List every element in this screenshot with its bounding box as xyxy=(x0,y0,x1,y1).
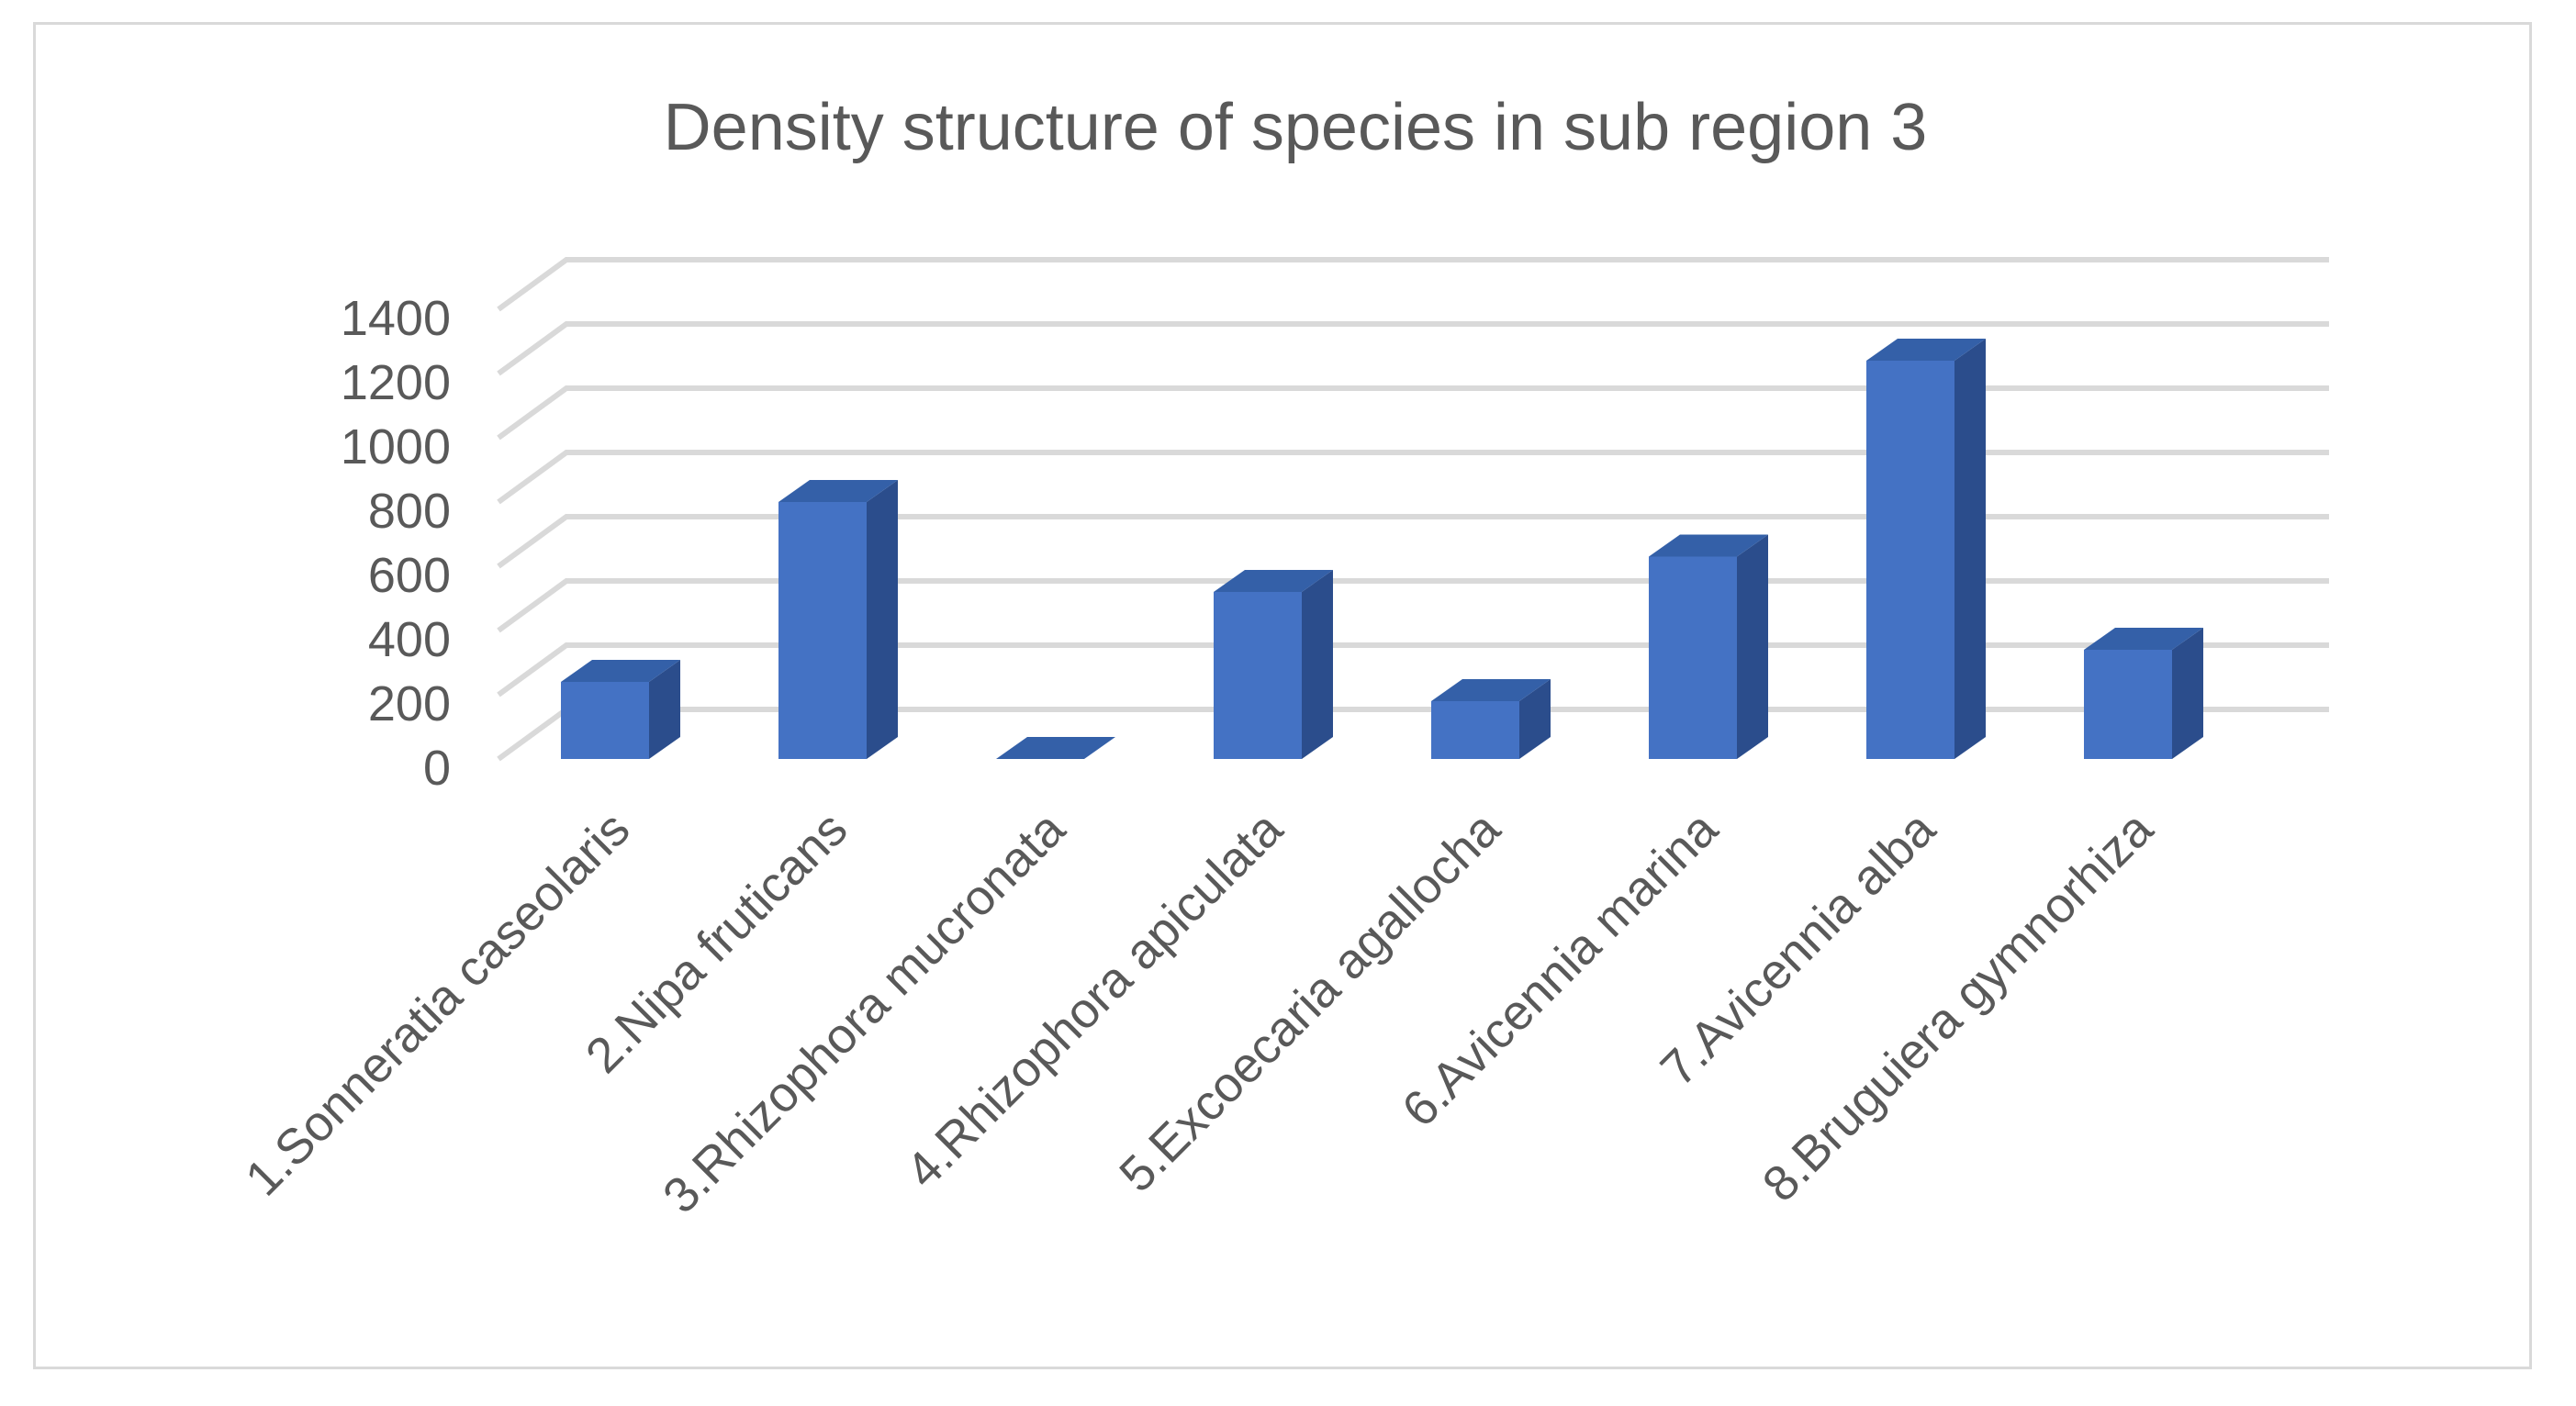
bar-front xyxy=(2084,650,2172,759)
bar-front xyxy=(1649,556,1737,759)
bar-top xyxy=(1431,679,1551,701)
bar-side xyxy=(1737,534,1768,759)
bar-top xyxy=(1214,570,1333,592)
gridline-1400 xyxy=(497,257,2329,312)
y-axis-ticks: 0 200 400 600 800 1000 1200 1400 xyxy=(341,291,451,796)
bar-side xyxy=(1302,570,1333,759)
y-tick-label: 1000 xyxy=(341,419,451,474)
chart-title: Density structure of species in sub regi… xyxy=(664,91,1928,164)
bar-5 xyxy=(1431,679,1551,759)
bar-top xyxy=(2084,628,2203,650)
gridline-0 xyxy=(497,707,2329,762)
bar-side xyxy=(867,480,898,759)
bar-side xyxy=(1519,679,1551,759)
y-tick-label: 1200 xyxy=(341,355,451,410)
gridline-1000 xyxy=(497,385,2329,441)
bar-top xyxy=(561,660,680,682)
bar-6 xyxy=(1649,534,1768,759)
x-tick-label: 5.Excoecaria agallocha xyxy=(1109,800,1511,1202)
bar-side xyxy=(1954,339,1986,759)
y-tick-label: 200 xyxy=(368,676,451,731)
gridline-600 xyxy=(497,514,2329,569)
x-tick-label: 4.Rhizophora apiculata xyxy=(895,800,1294,1199)
bar-front xyxy=(1431,701,1519,759)
bar-top xyxy=(778,480,898,502)
chart-svg: Density structure of species in sub regi… xyxy=(235,91,2329,1224)
bar-front xyxy=(1866,361,1954,759)
gridlines xyxy=(497,257,2329,762)
gridline-400 xyxy=(497,578,2329,633)
bar-3 xyxy=(996,737,1115,759)
bar-top xyxy=(996,737,1115,759)
y-tick-label: 1400 xyxy=(341,291,451,346)
x-tick-label: 1.Sonneratia caseolaris xyxy=(235,801,640,1206)
x-tick-label: 8.Bruguiera gymnorhiza xyxy=(1753,800,2164,1211)
chart-frame: Density structure of species in sub regi… xyxy=(33,22,2532,1369)
bar-front xyxy=(778,502,867,759)
y-tick-label: 400 xyxy=(368,612,451,667)
bar-top xyxy=(1649,534,1768,557)
gridline-1200 xyxy=(497,321,2329,376)
y-tick-label: 0 xyxy=(423,741,451,796)
y-tick-label: 600 xyxy=(368,548,451,603)
bar-side xyxy=(2172,628,2203,759)
bar-7 xyxy=(1866,339,1986,759)
bar-top xyxy=(1866,339,1986,361)
bar-8 xyxy=(2084,628,2203,759)
gridline-200 xyxy=(497,642,2329,697)
y-tick-label: 800 xyxy=(368,484,451,539)
gridline-800 xyxy=(497,450,2329,505)
bar-front xyxy=(561,682,649,759)
bars xyxy=(561,339,2203,759)
x-tick-label: 3.Rhizophora mucronata xyxy=(653,800,1076,1223)
bar-4 xyxy=(1214,570,1333,759)
bar-front xyxy=(1214,592,1302,759)
bar-side xyxy=(649,660,680,759)
bar-1 xyxy=(561,660,680,759)
bar-2 xyxy=(778,480,898,759)
